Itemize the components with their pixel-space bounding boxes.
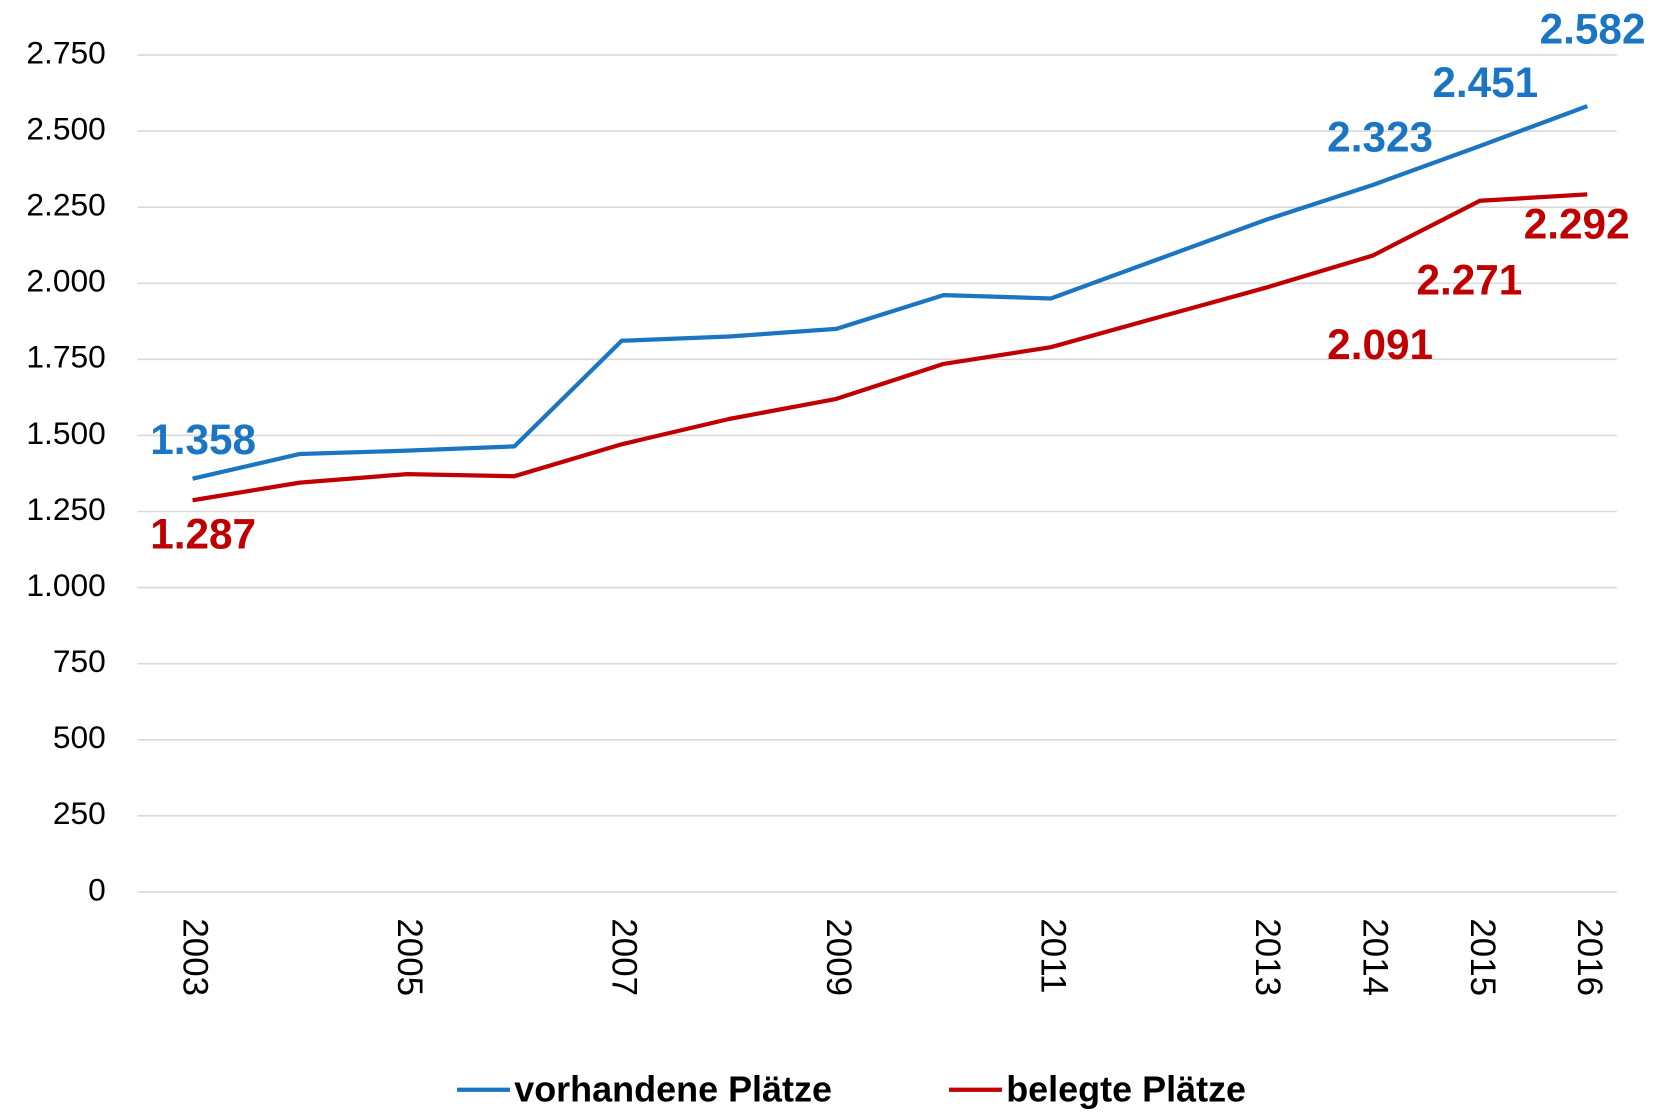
data-label: 2.091 [1327, 321, 1433, 368]
x-tick-label: 2009 [819, 918, 858, 996]
x-tick-label: 2005 [390, 918, 429, 996]
x-tick-label: 2014 [1355, 918, 1394, 996]
legend-label: vorhandene Plätze [514, 1068, 832, 1109]
y-tick-label: 1.000 [26, 567, 105, 603]
x-tick-label: 2013 [1248, 918, 1287, 996]
x-tick-label: 2015 [1463, 918, 1502, 996]
x-tick-label: 2011 [1034, 918, 1073, 993]
data-label: 2.292 [1524, 200, 1630, 247]
line [192, 104, 1589, 481]
y-tick-label: 250 [53, 795, 106, 831]
x-tick-label: 2007 [604, 918, 643, 996]
legend-label: belegte Plätze [1006, 1068, 1246, 1109]
line [192, 192, 1588, 503]
x-tick-label: 2003 [175, 918, 214, 996]
y-tick-label: 0 [88, 871, 106, 907]
y-tick-label: 750 [53, 643, 106, 679]
data-label: 2.323 [1327, 114, 1433, 161]
data-label: 2.582 [1540, 5, 1646, 52]
data-label: 2.451 [1432, 59, 1538, 106]
x-tick-label: 2016 [1570, 918, 1609, 996]
y-tick-label: 500 [53, 719, 106, 755]
data-label: 1.358 [150, 416, 256, 463]
y-tick-label: 1.250 [26, 491, 105, 527]
y-tick-label: 2.750 [26, 34, 105, 70]
y-tick-label: 1.750 [26, 339, 105, 375]
y-tick-label: 2.500 [26, 110, 105, 146]
y-tick-label: 2.250 [26, 187, 105, 223]
y-tick-label: 1.500 [26, 415, 105, 451]
data-label: 1.287 [150, 510, 256, 557]
data-label: 2.271 [1416, 256, 1522, 303]
y-tick-label: 2.000 [26, 263, 105, 299]
